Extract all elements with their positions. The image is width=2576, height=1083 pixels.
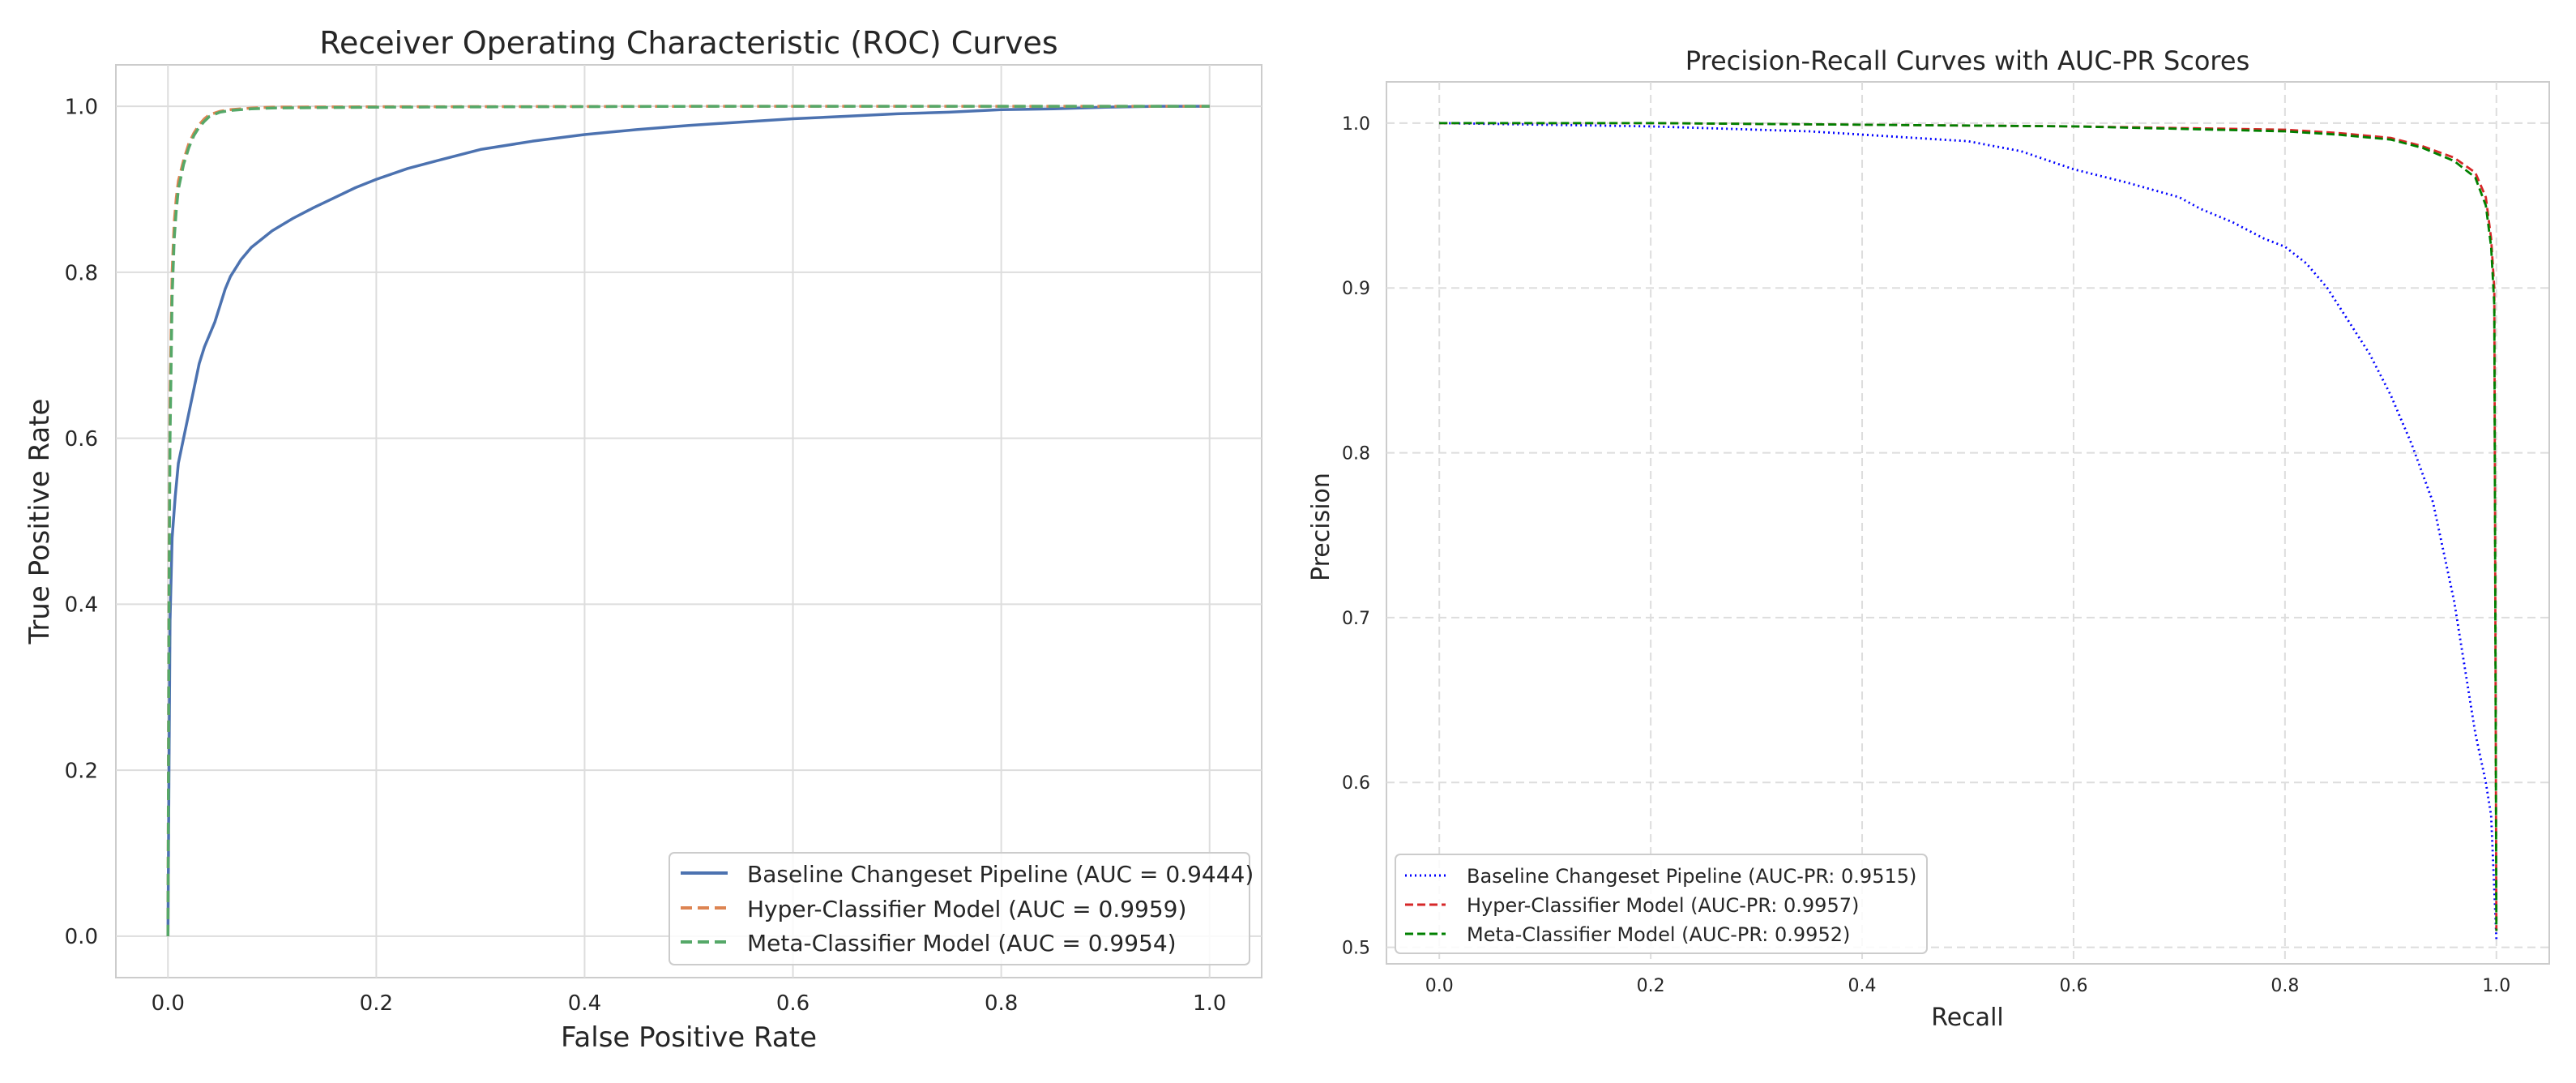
pr-y-tick-label: 0.7 (1342, 609, 1370, 629)
pr-series-line-hyper (1439, 122, 2498, 931)
pr-y-tick-label: 0.5 (1342, 939, 1370, 959)
roc-lines (166, 105, 1210, 936)
roc-y-tick-label: 0.4 (65, 593, 98, 618)
roc-ticks: 0.0 0.2 0.4 0.6 0.8 1.0 0.0 0.2 0.4 0.6 0.8 1.0 (65, 96, 1227, 1016)
pr-x-tick-label: 0.2 (1637, 976, 1665, 996)
roc-title: Receiver Operating Characteristic (ROC) … (319, 25, 1057, 61)
roc-x-tick-label: 1.0 (1193, 991, 1226, 1016)
pr-ticks: 0.0 0.2 0.4 0.6 0.8 1.0 0.5 0.6 0.7 0.8 0.9 1.0 (1342, 114, 2510, 996)
roc-x-tick-label: 0.2 (360, 991, 393, 1016)
roc-series-line-baseline (166, 105, 1210, 936)
roc-legend: Baseline Changeset Pipeline (AUC = 0.944… (669, 852, 1254, 965)
roc-y-tick-label: 0.0 (65, 925, 98, 949)
roc-y-tick-label: 0.2 (65, 759, 98, 783)
pr-y-tick-label: 0.6 (1342, 773, 1370, 794)
pr-legend: Baseline Changeset Pipeline (AUC-PR: 0.9… (1395, 854, 1928, 954)
pr-x-tick-label: 0.8 (2271, 976, 2299, 996)
roc-x-axis-label: False Positive Rate (561, 1021, 817, 1054)
pr-y-axis-label: Precision (1307, 473, 1335, 581)
roc-y-tick-label: 1.0 (65, 96, 98, 120)
pr-series-line-baseline (1439, 122, 2498, 940)
roc-x-tick-label: 0.6 (776, 991, 810, 1016)
pr-plot-area (1386, 81, 2550, 965)
pr-legend-label-hyper: Hyper-Classifier Model (AUC-PR: 0.9957) (1467, 894, 1859, 917)
pr-y-tick-label: 1.0 (1342, 114, 1370, 135)
roc-plot-area (115, 64, 1262, 978)
pr-series-line-meta (1439, 122, 2498, 931)
pr-legend-label-baseline: Baseline Changeset Pipeline (AUC-PR: 0.9… (1467, 865, 1916, 888)
roc-y-tick-label: 0.8 (65, 261, 98, 285)
pr-x-tick-label: 0.4 (1848, 976, 1877, 996)
pr-legend-frame (1395, 854, 1928, 954)
pr-x-tick-label: 1.0 (2482, 976, 2510, 996)
roc-x-tick-label: 0.0 (152, 991, 185, 1016)
pr-lines (1439, 122, 2498, 940)
roc-panel: 0.0 0.2 0.4 0.6 0.8 1.0 0.0 0.2 0.4 0.6 0.8 1.0 Rec… (23, 25, 1262, 1054)
roc-legend-label-meta: Meta-Classifier Model (AUC = 0.9954) (747, 930, 1177, 957)
roc-x-tick-label: 0.8 (985, 991, 1018, 1016)
pr-panel: 0.0 0.2 0.4 0.6 0.8 1.0 0.5 0.6 0.7 0.8 0.9 1.0 Pre… (1307, 45, 2550, 1032)
roc-legend-label-hyper: Hyper-Classifier Model (AUC = 0.9959) (747, 896, 1186, 922)
pr-title: Precision-Recall Curves with AUC-PR Scor… (1685, 45, 2249, 76)
roc-legend-label-baseline: Baseline Changeset Pipeline (AUC = 0.944… (747, 861, 1254, 888)
roc-y-tick-label: 0.6 (65, 427, 98, 452)
roc-y-axis-label: True Positive Rate (23, 399, 56, 645)
pr-y-tick-label: 0.8 (1342, 443, 1370, 464)
roc-x-tick-label: 0.4 (568, 991, 601, 1016)
roc-series-line-meta (166, 105, 1210, 936)
pr-x-axis-label: Recall (1931, 1004, 2004, 1032)
pr-x-tick-label: 0.0 (1425, 976, 1454, 996)
pr-x-tick-label: 0.6 (2059, 976, 2087, 996)
pr-legend-label-meta: Meta-Classifier Model (AUC-PR: 0.9952) (1467, 923, 1850, 946)
pr-y-tick-label: 0.9 (1342, 279, 1370, 299)
roc-legend-frame (669, 852, 1250, 965)
pr-grid (1386, 82, 2549, 964)
